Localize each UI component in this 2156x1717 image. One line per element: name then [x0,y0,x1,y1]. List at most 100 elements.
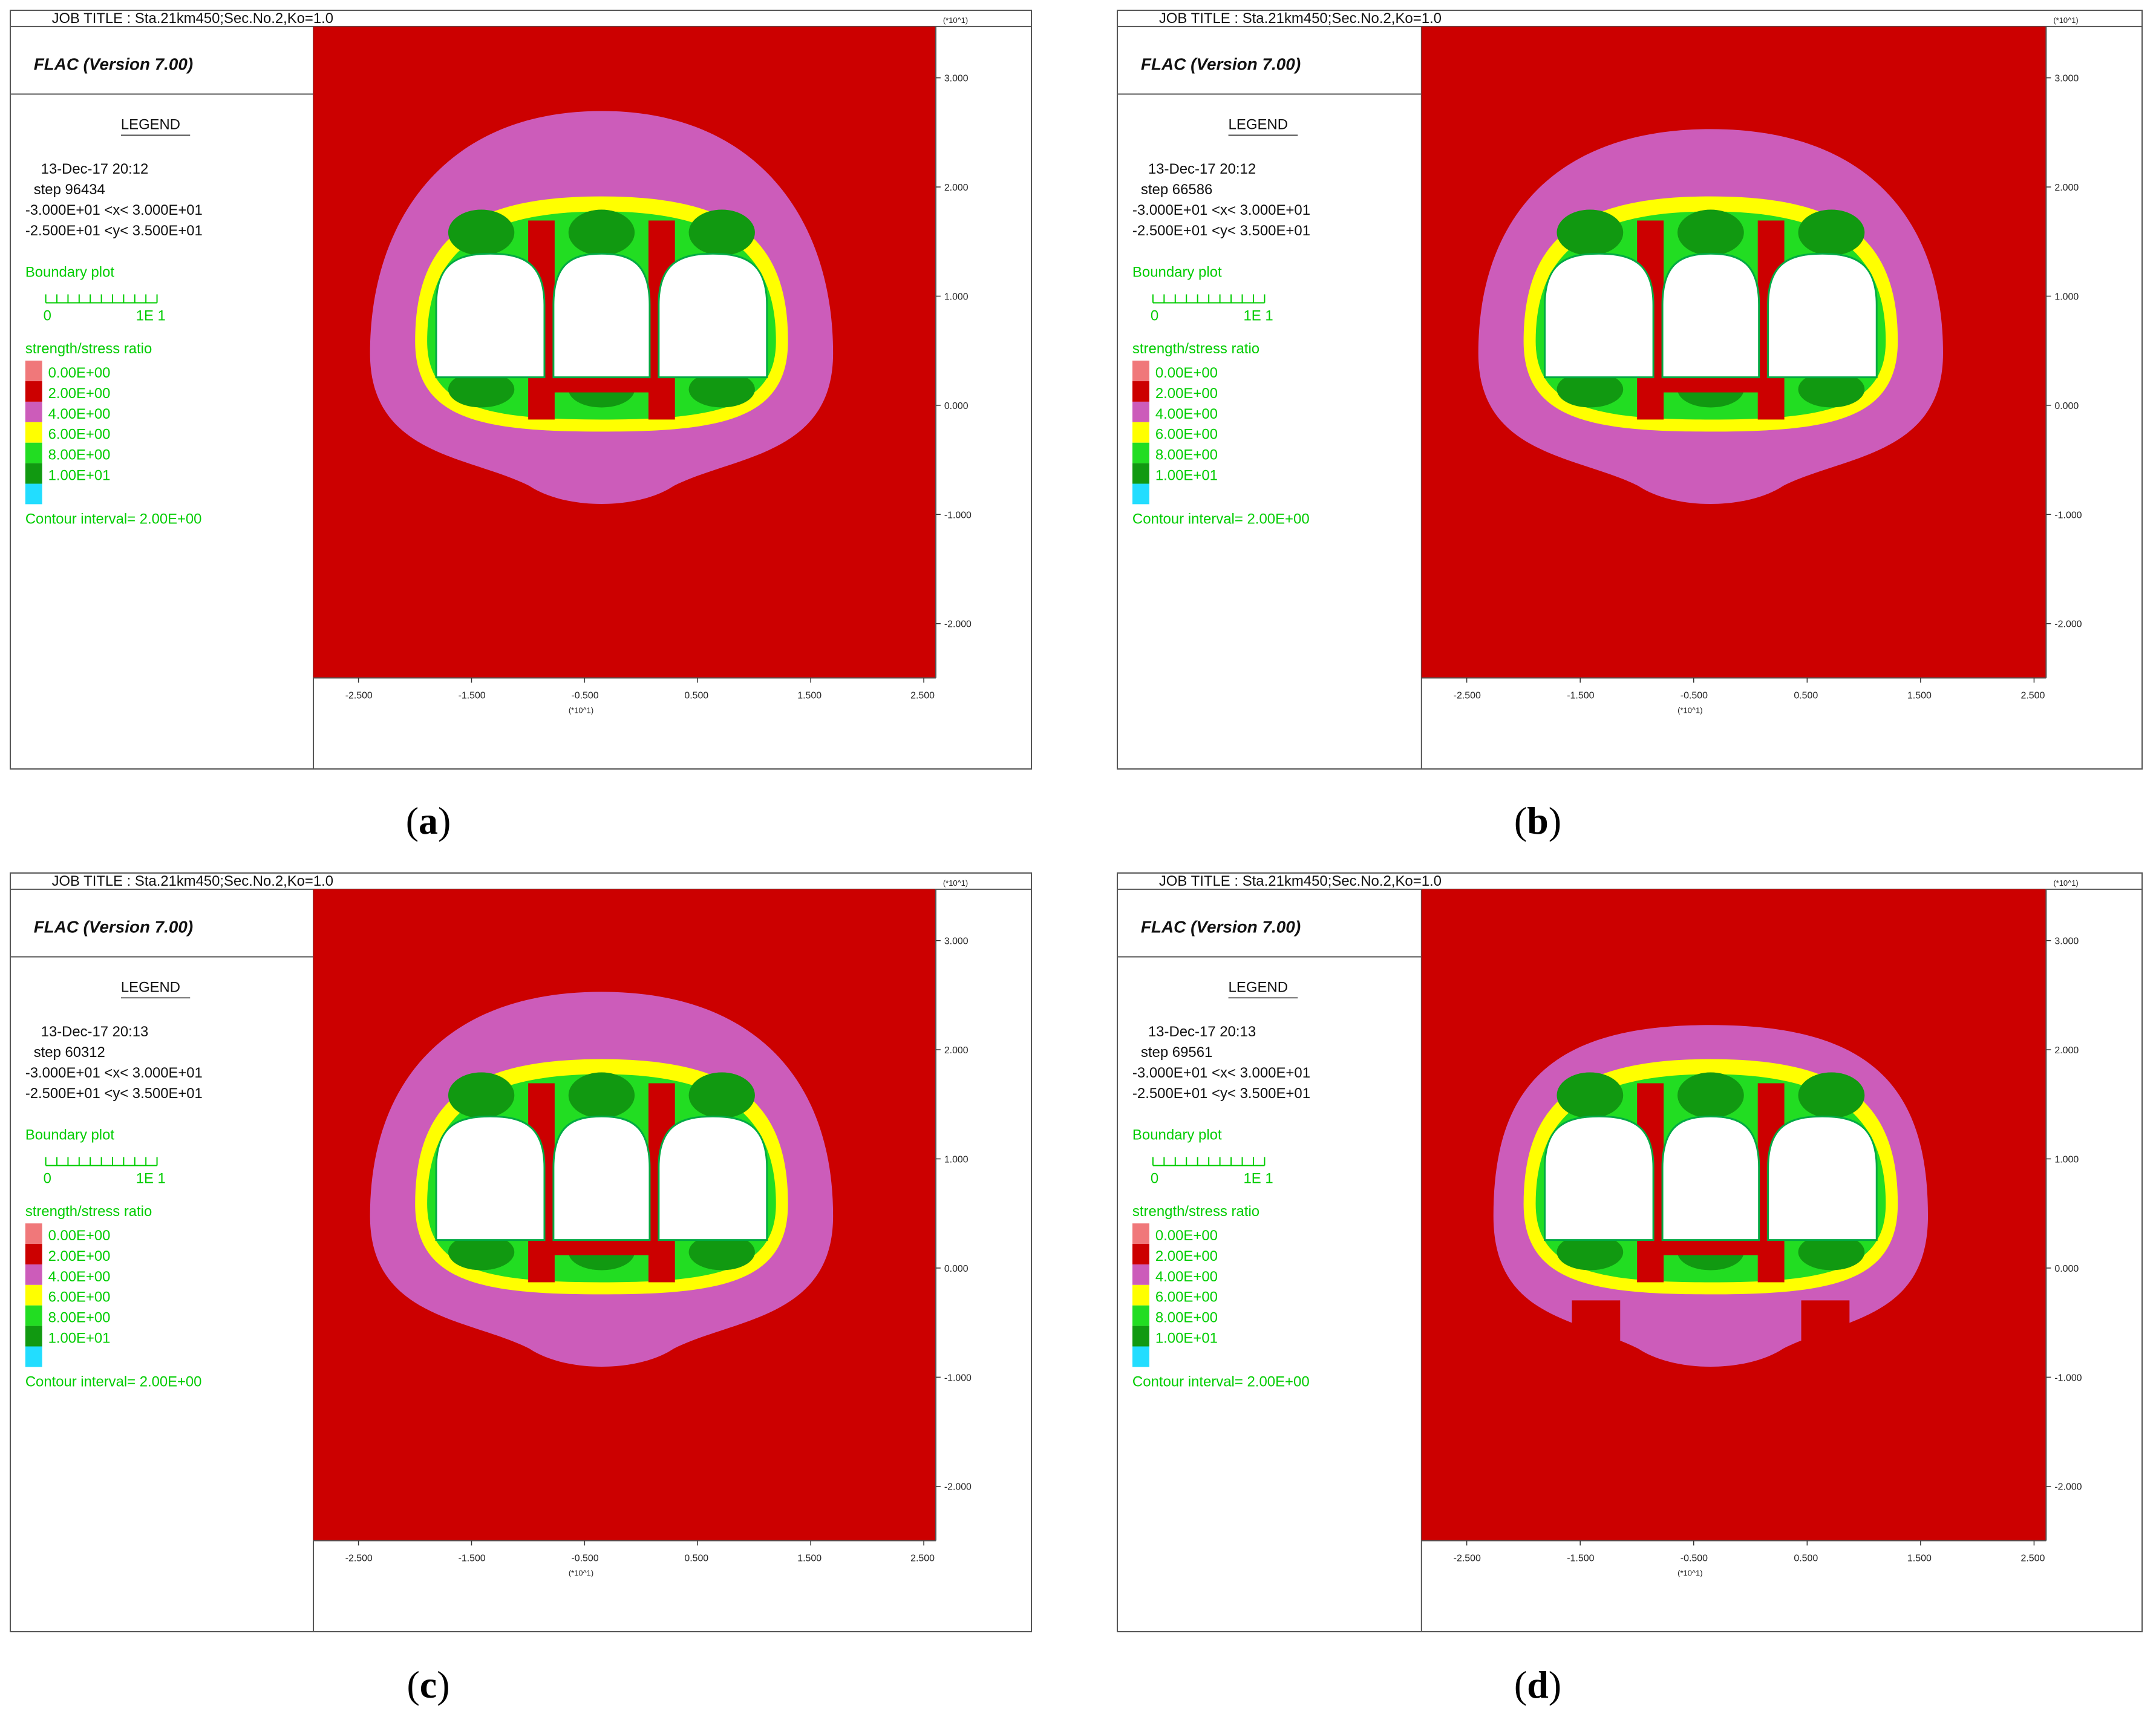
x-axis-multiplier: (*10^1) [1677,1568,1702,1577]
y-tick-label: 0.000 [2054,401,2079,411]
x-tick-label: 2.500 [2020,1553,2045,1563]
dark-green-lobe [1798,371,1865,408]
ratio-legend-title: strength/stress ratio [25,1203,152,1220]
program-name: FLAC (Version 7.00) [34,55,193,74]
x-axis-multiplier: (*10^1) [569,705,593,715]
panel-caption: (a) [405,799,451,842]
tunnel-bore [658,252,768,379]
legend-date-time: 13-Dec-17 20:12 [1148,161,1256,177]
scale-left-label: 0 [1151,1170,1158,1186]
legend-level-label: 6.00E+00 [1155,1289,1218,1306]
legend-swatch [1132,361,1149,382]
legend-level-label: 6.00E+00 [1155,427,1218,443]
contour-interval: Contour interval= 2.00E+00 [1132,1373,1310,1390]
scale-left-label: 0 [1151,307,1158,324]
legend-swatch [1132,381,1149,402]
legend-level-label: 0.00E+00 [1155,365,1218,381]
dark-green-lobe [448,1072,515,1119]
dark-green-lobe [448,209,515,256]
x-tick-label: 0.500 [1794,1553,1818,1563]
legend-swatch [1132,1223,1149,1244]
legend-y-range: -2.500E+01 <y< 3.500E+01 [25,223,203,239]
dark-green-lobe [1557,209,1624,256]
flac-panel-b: JOB TITLE : Sta.21km450;Sec.No.2,Ko=1.0 F… [1117,10,2143,770]
dark-green-lobe [1798,209,1865,256]
legend-swatch [1132,422,1149,443]
legend-heading: LEGEND [1229,116,1288,132]
scale-right-label: 1E 1 [136,1170,166,1186]
y-tick-label: 0.000 [944,401,969,411]
legend-x-range: -3.000E+01 <x< 3.000E+01 [25,1065,203,1081]
x-axis-multiplier: (*10^1) [1677,705,1702,715]
legend-swatch [25,1223,42,1244]
legend-y-range: -2.500E+01 <y< 3.500E+01 [1132,1085,1310,1102]
legend-swatch [1132,1264,1149,1285]
x-tick-label: 2.500 [2020,690,2045,701]
program-name: FLAC (Version 7.00) [34,918,193,937]
legend-level-label: 0.00E+00 [48,1228,111,1244]
y-axis-multiplier: (*10^1) [2053,16,2078,25]
tunnel-bore [1544,252,1655,379]
panel-caption: (b) [1514,799,1562,842]
job-title: JOB TITLE : Sta.21km450;Sec.No.2,Ko=1.0 [52,10,333,27]
y-tick-label: -1.000 [944,1373,972,1383]
legend-level-label: 6.00E+00 [48,427,111,443]
legend-date-time: 13-Dec-17 20:12 [41,161,149,177]
dark-green-lobe [1798,1234,1865,1271]
legend-swatch [1132,1284,1149,1306]
y-axis-multiplier: (*10^1) [943,878,968,888]
y-tick-label: -2.000 [2054,620,2082,630]
legend-level-label: 8.00E+00 [1155,1310,1218,1326]
legend-step: step 69561 [1141,1044,1212,1061]
y-tick-label: 2.000 [944,183,969,193]
y-tick-label: 3.000 [2054,74,2079,84]
y-tick-label: 1.000 [944,292,969,302]
dark-green-lobe [1557,371,1624,408]
legend-swatch [1132,1326,1149,1347]
dark-green-lobe [448,1234,515,1271]
legend-x-range: -3.000E+01 <x< 3.000E+01 [1132,202,1310,218]
legend-level-label: 8.00E+00 [1155,447,1218,463]
legend-swatch [1132,401,1149,422]
panel-caption-letter: b [1527,799,1549,842]
y-tick-label: -1.000 [2054,510,2082,520]
x-tick-label: 2.500 [910,1553,935,1563]
legend-level-label: 4.00E+00 [48,406,111,422]
legend-x-range: -3.000E+01 <x< 3.000E+01 [25,202,203,218]
job-title: JOB TITLE : Sta.21km450;Sec.No.2,Ko=1.0 [1159,10,1442,27]
legend-swatch [1132,483,1149,505]
legend-step: step 96434 [34,182,105,198]
flac-plot-window: JOB TITLE : Sta.21km450;Sec.No.2,Ko=1.0 F… [10,10,1032,770]
x-tick-label: -1.500 [459,690,486,701]
legend-level-label: 0.00E+00 [1155,1228,1218,1244]
y-tick-label: 3.000 [944,74,969,84]
y-axis-multiplier: (*10^1) [2053,878,2078,888]
legend-level-label: 4.00E+00 [1155,406,1218,422]
legend-swatch [25,361,42,382]
dark-green-lobe [448,371,515,408]
x-tick-label: -1.500 [459,1553,486,1563]
dark-green-lobe [1677,1072,1744,1119]
x-tick-label: -0.500 [1681,690,1708,701]
scale-left-label: 0 [44,1170,51,1186]
ratio-legend-title: strength/stress ratio [25,341,152,357]
ratio-legend-title: strength/stress ratio [1132,341,1259,357]
x-tick-label: -2.500 [1454,690,1481,701]
tunnel-bore [1767,1115,1878,1241]
legend-swatch [1132,1346,1149,1367]
y-tick-label: 2.000 [2054,1045,2079,1056]
dark-green-lobe [688,209,755,256]
tunnel-bore [1661,252,1760,379]
legend-swatch [25,1244,42,1264]
dark-green-lobe [688,1234,755,1271]
legend-level-label: 6.00E+00 [48,1289,111,1306]
legend-swatch [25,381,42,402]
y-tick-label: 3.000 [2054,937,2079,947]
dark-green-lobe [568,209,635,256]
x-tick-label: 1.500 [797,690,822,701]
legend-swatch [25,1284,42,1306]
legend-level-label: 1.00E+01 [48,1330,111,1346]
program-name: FLAC (Version 7.00) [1141,918,1301,937]
legend-swatch [1132,1305,1149,1326]
legend-date-time: 13-Dec-17 20:13 [1148,1024,1256,1040]
